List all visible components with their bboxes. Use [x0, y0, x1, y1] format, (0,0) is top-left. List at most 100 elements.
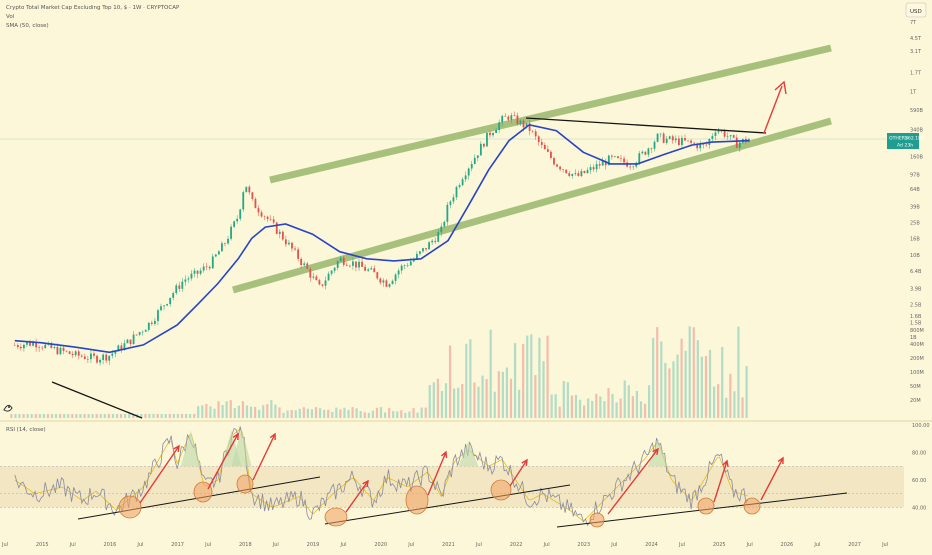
volume-bar [701, 357, 703, 418]
volume-bar [242, 401, 244, 418]
candle-body [693, 143, 695, 144]
volume-bar [87, 414, 89, 418]
volume-bar [494, 392, 496, 418]
volume-bar [335, 408, 337, 418]
volume-bar [311, 409, 313, 418]
volume-bar [685, 351, 687, 418]
candle-body [44, 345, 46, 348]
candle-body [486, 133, 488, 147]
sma-indicator-label[interactable]: SMA (50, close) [6, 23, 49, 29]
candle-body [355, 261, 357, 267]
candle-body [328, 274, 330, 281]
candle-body [654, 142, 656, 149]
candle-body [389, 284, 391, 287]
candle-body [663, 134, 665, 143]
volume-bar [542, 361, 544, 418]
vol-indicator-label[interactable]: Vol [6, 14, 15, 20]
x-tick-label: Jul [339, 542, 346, 548]
volume-bar [380, 407, 382, 418]
candle-body [507, 117, 509, 120]
volume-bar [79, 414, 81, 418]
volume-bar [400, 410, 402, 418]
volume-bar [112, 414, 114, 418]
candle-body [431, 241, 433, 242]
volume-bar [59, 414, 61, 418]
rsi-tick-label: 100.00 [912, 423, 930, 429]
candle-body [483, 144, 485, 147]
resistance-trendline [526, 118, 766, 133]
candle-body [593, 167, 595, 169]
candle-body [669, 136, 671, 138]
volume-bar [331, 412, 333, 418]
volume-bar [258, 410, 260, 418]
candle-body [334, 268, 336, 271]
volume-bar [360, 411, 362, 418]
volume-bar [274, 405, 276, 418]
candle-body [288, 243, 290, 245]
candle-body [364, 267, 366, 271]
rsi-bottom-circle [237, 475, 253, 493]
volume-bar [498, 371, 500, 418]
candle-body [376, 272, 378, 278]
volume-bar [189, 414, 191, 418]
candle-body [681, 138, 683, 145]
candle-body [705, 145, 707, 146]
x-tick-label: Jul [272, 542, 279, 548]
volume-bar [595, 394, 597, 418]
y-tick-label: 1B [910, 335, 917, 341]
volume-bar [299, 409, 301, 418]
volume-bar [266, 404, 268, 418]
candle-body [57, 347, 59, 354]
tradingview-logo-icon [4, 405, 12, 411]
volume-bar [660, 341, 662, 418]
volume-bar [534, 375, 536, 418]
candle-body [248, 187, 250, 193]
volume-bar [213, 409, 215, 418]
volume-bar [120, 414, 122, 418]
volume-bar [640, 401, 642, 418]
volume-tick-label: 200M [910, 356, 924, 362]
volume-bar [323, 410, 325, 418]
volume-bar [490, 330, 492, 418]
y-tick-label: 3.9B [910, 287, 922, 293]
candle-body [489, 133, 491, 135]
volume-bar [250, 407, 252, 418]
candle-body [410, 261, 412, 265]
candle-body [651, 148, 653, 149]
volume-tick-label: 1.6B [910, 314, 922, 320]
volume-bar [75, 414, 77, 418]
x-tick-label: Jul [69, 542, 76, 548]
rsi-indicator-label[interactable]: RSI (14, close) [6, 427, 46, 433]
candle-body [538, 136, 540, 142]
candle-body [267, 217, 269, 219]
volume-bar [124, 414, 126, 418]
volume-bar [506, 368, 508, 418]
volume-bar [741, 397, 743, 418]
candle-body [660, 134, 662, 135]
candle-body [178, 285, 180, 288]
candle-body [105, 355, 107, 361]
volume-bar [433, 382, 435, 418]
volume-bar [445, 383, 447, 418]
candle-body [480, 144, 482, 156]
candle-body [203, 267, 205, 271]
volume-bar [392, 411, 394, 418]
candle-body [471, 164, 473, 169]
candle-body [236, 219, 238, 222]
candle-body [641, 152, 643, 153]
candle-body [678, 139, 680, 145]
candle-body [319, 280, 321, 284]
candle-body [136, 335, 138, 336]
candle-body [291, 243, 293, 249]
candle-body [63, 348, 65, 351]
candle-body [404, 265, 406, 266]
candle-body [733, 135, 735, 137]
candle-body [209, 267, 211, 268]
candle-body [565, 170, 567, 174]
volume-bar [583, 406, 585, 418]
candle-body [434, 241, 436, 242]
volume-bar [100, 414, 102, 418]
candle-body [513, 115, 515, 116]
y-tick-label: 340B [910, 128, 924, 134]
